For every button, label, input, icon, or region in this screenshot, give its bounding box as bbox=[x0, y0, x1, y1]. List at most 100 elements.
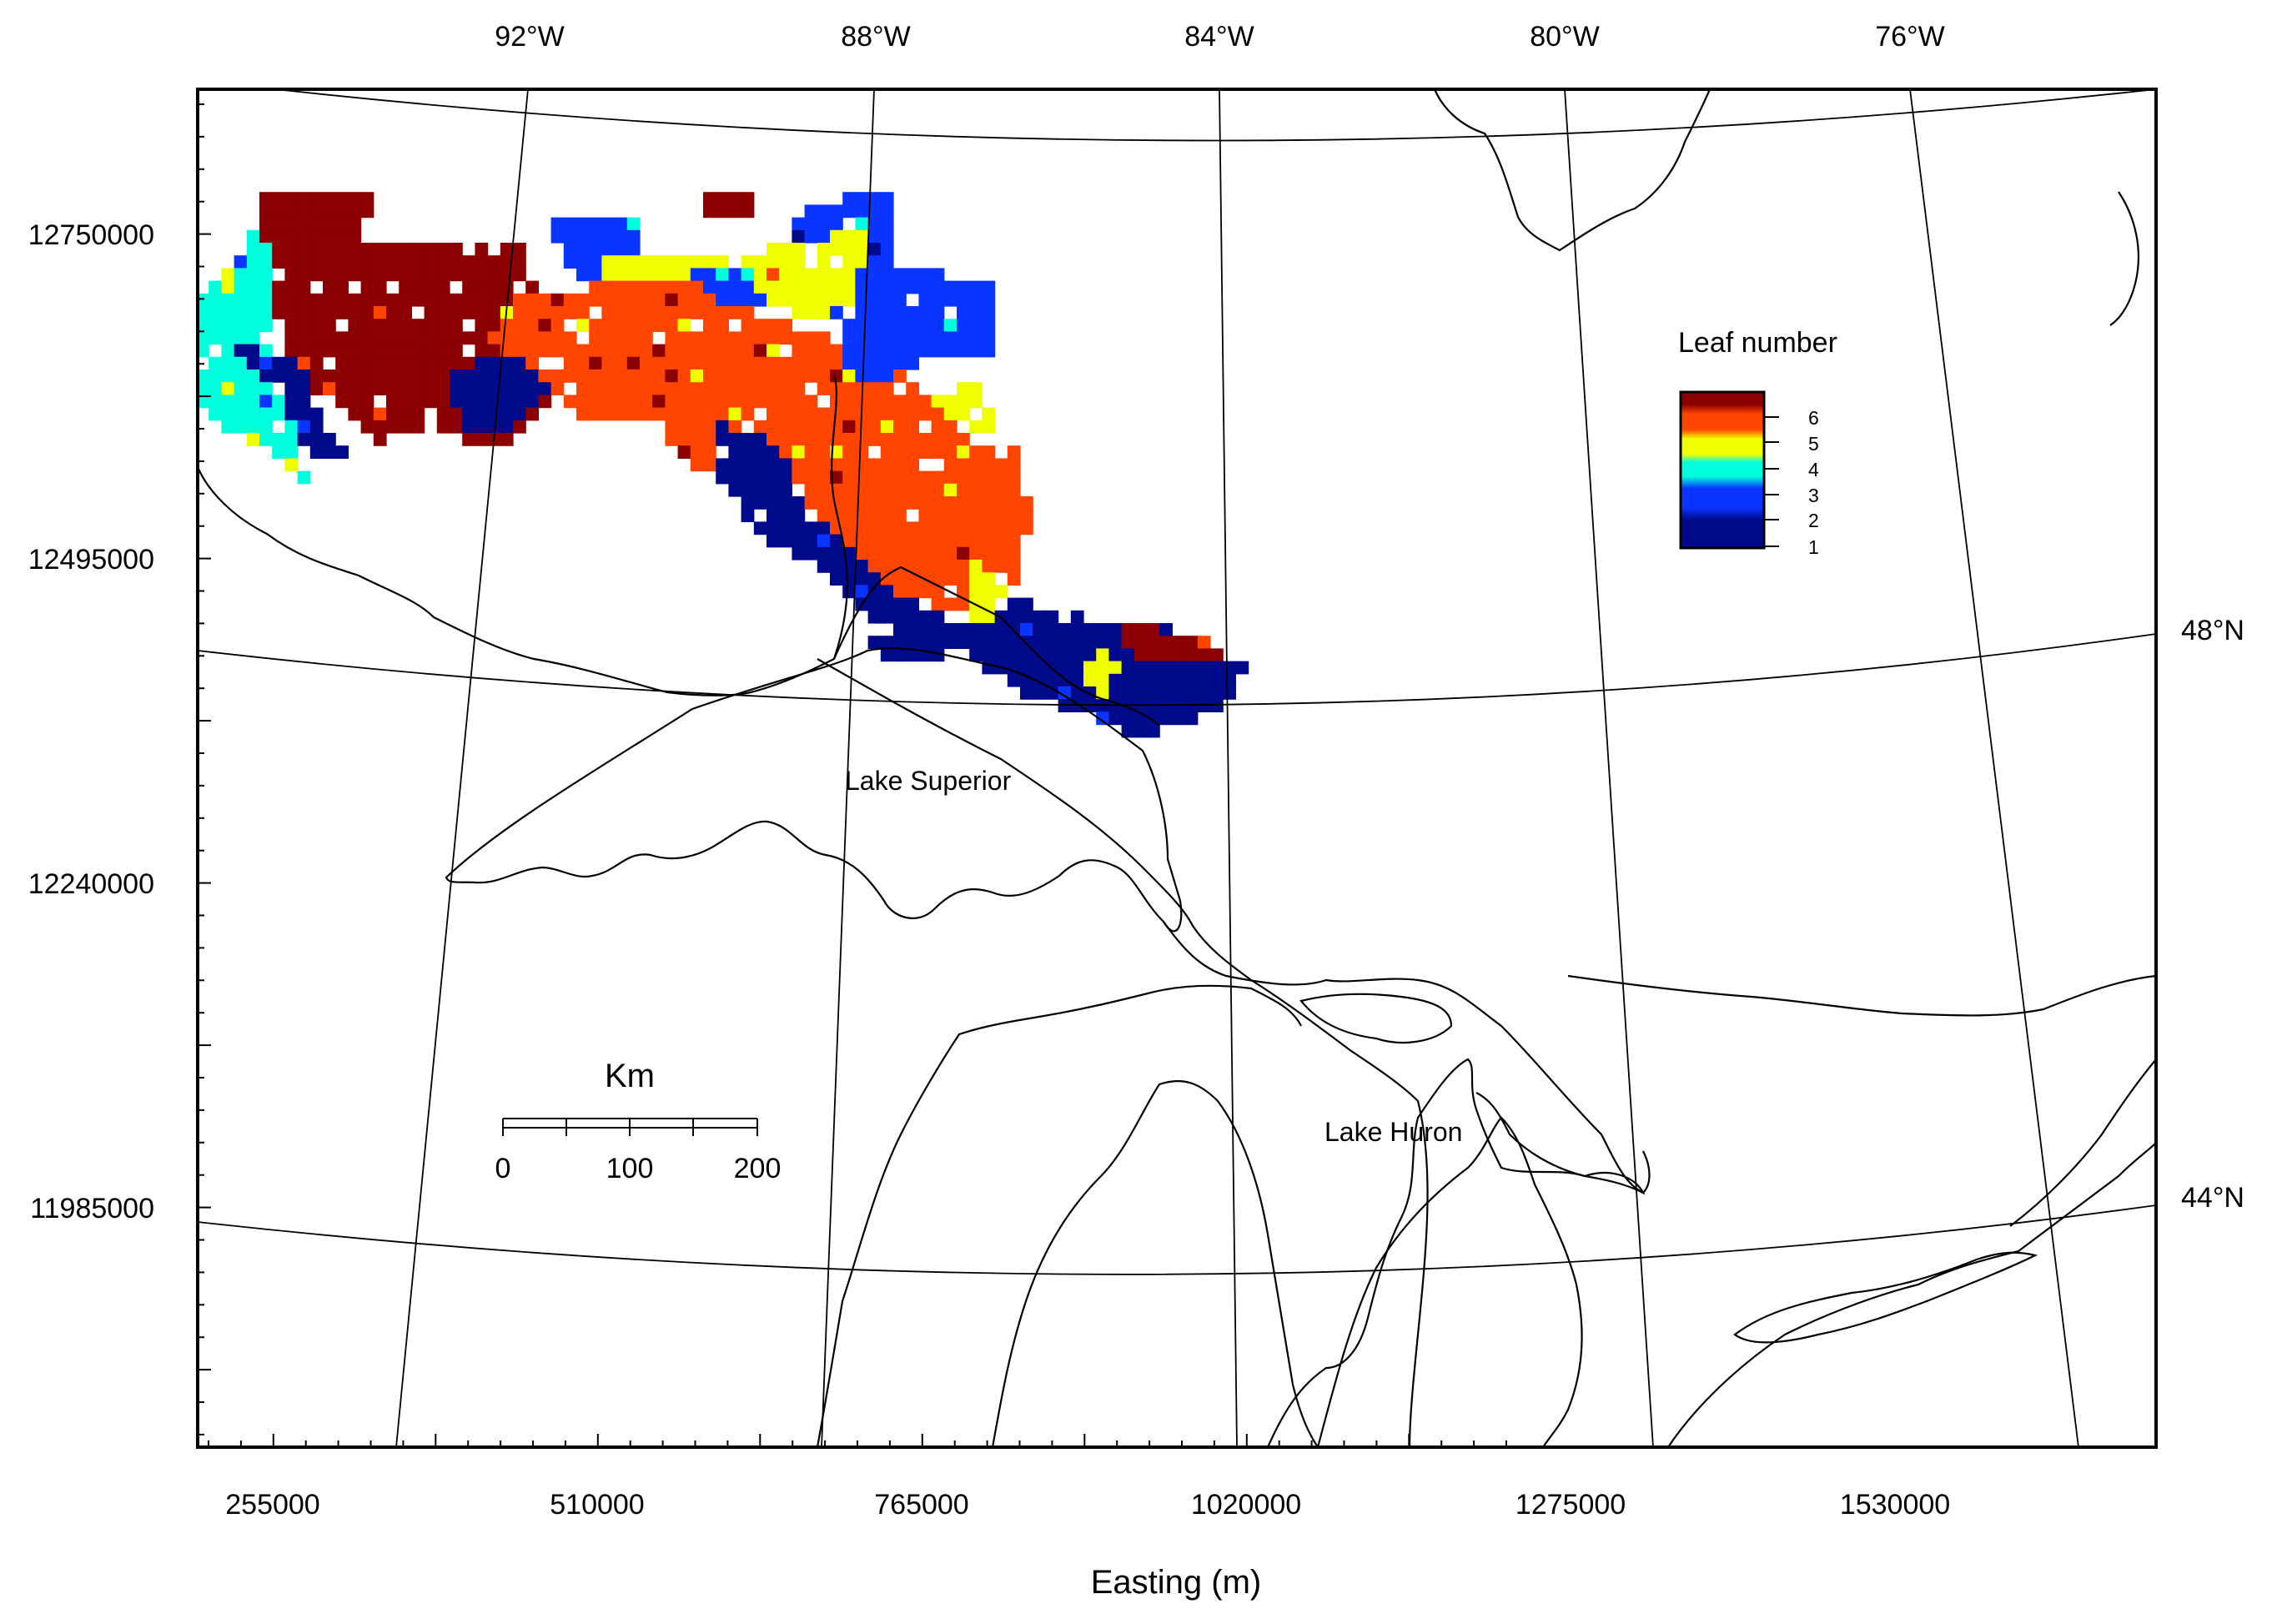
raster-cell bbox=[323, 445, 336, 459]
raster-cell bbox=[957, 458, 970, 472]
raster-cell bbox=[487, 331, 501, 345]
raster-cell bbox=[450, 344, 463, 358]
raster-cell bbox=[450, 420, 463, 434]
raster-cell bbox=[234, 268, 248, 282]
raster-cell bbox=[1133, 673, 1148, 687]
raster-cell bbox=[665, 344, 679, 358]
raster-cell bbox=[817, 306, 831, 319]
raster-cell bbox=[386, 407, 400, 421]
raster-cell bbox=[246, 280, 260, 294]
raster-cell bbox=[462, 395, 475, 409]
raster-cell bbox=[576, 370, 590, 383]
raster-cell bbox=[918, 546, 932, 561]
raster-cell bbox=[982, 293, 996, 307]
raster-cell bbox=[550, 306, 565, 319]
raster-cell bbox=[221, 370, 235, 383]
raster-cell bbox=[767, 534, 780, 548]
raster-cell bbox=[475, 395, 489, 409]
raster-cell bbox=[867, 229, 882, 244]
raster-cell bbox=[893, 268, 907, 282]
raster-cell bbox=[893, 433, 907, 446]
raster-cell bbox=[931, 521, 945, 535]
raster-cell bbox=[475, 293, 489, 307]
raster-cell bbox=[246, 268, 260, 282]
raster-cell bbox=[525, 331, 539, 345]
raster-cell bbox=[373, 344, 387, 358]
raster-cell bbox=[436, 370, 450, 383]
raster-cell bbox=[360, 382, 374, 395]
raster-cell bbox=[1007, 534, 1021, 548]
raster-cell bbox=[957, 521, 970, 535]
raster-cell bbox=[309, 407, 324, 421]
raster-cell bbox=[728, 306, 742, 319]
latitude-label: 48°N bbox=[2181, 615, 2244, 646]
raster-cell bbox=[690, 445, 704, 459]
raster-cell bbox=[1147, 711, 1160, 726]
raster-cell bbox=[550, 382, 565, 395]
leaf-number-raster bbox=[198, 192, 1249, 738]
raster-cell bbox=[728, 445, 742, 459]
raster-cell bbox=[830, 356, 843, 370]
raster-cell bbox=[475, 433, 489, 446]
raster-cell bbox=[487, 344, 501, 358]
raster-cell bbox=[360, 306, 374, 319]
raster-cell bbox=[411, 382, 425, 395]
raster-cell bbox=[728, 483, 742, 497]
raster-cell bbox=[741, 509, 755, 522]
raster-cell bbox=[716, 370, 729, 383]
raster-cell bbox=[284, 382, 299, 395]
raster-cell bbox=[209, 395, 222, 409]
raster-cell bbox=[969, 306, 983, 319]
raster-cell bbox=[855, 204, 869, 219]
raster-cell bbox=[424, 293, 438, 307]
raster-cell bbox=[994, 521, 1008, 535]
raster-cell bbox=[817, 420, 831, 434]
raster-cell bbox=[982, 509, 996, 522]
raster-cell bbox=[525, 319, 539, 332]
raster-cell bbox=[399, 382, 412, 395]
raster-cell bbox=[867, 293, 882, 307]
raster-cell bbox=[1020, 648, 1033, 662]
raster-cell bbox=[1058, 661, 1072, 675]
raster-cell bbox=[893, 280, 907, 294]
raster-cell bbox=[779, 331, 792, 345]
raster-cell bbox=[943, 395, 958, 409]
raster-cell bbox=[842, 496, 856, 510]
raster-cell bbox=[652, 280, 666, 294]
raster-cell bbox=[943, 407, 958, 421]
raster-cell bbox=[1197, 673, 1211, 687]
raster-cell bbox=[462, 433, 475, 446]
raster-cell bbox=[817, 243, 831, 256]
raster-cell bbox=[880, 496, 894, 510]
raster-cell bbox=[284, 370, 299, 383]
raster-cell bbox=[804, 470, 818, 485]
raster-cell bbox=[767, 356, 780, 370]
raster-cell bbox=[969, 395, 983, 409]
raster-cell bbox=[373, 319, 387, 332]
raster-cell bbox=[424, 370, 438, 383]
raster-cell bbox=[297, 331, 311, 345]
raster-cell bbox=[209, 382, 222, 395]
raster-cell bbox=[943, 458, 958, 472]
raster-cell bbox=[348, 407, 362, 421]
raster-cell bbox=[601, 293, 616, 307]
raster-cell bbox=[450, 243, 463, 256]
raster-cell bbox=[1070, 661, 1084, 675]
lake-ontario-outline bbox=[1733, 1251, 2038, 1344]
legend-level: 3 bbox=[1808, 485, 1819, 506]
raster-cell bbox=[867, 509, 882, 522]
raster-cell bbox=[1159, 661, 1173, 675]
raster-cell bbox=[957, 293, 970, 307]
raster-cell bbox=[994, 496, 1008, 510]
raster-cell bbox=[969, 382, 983, 395]
raster-cell bbox=[1147, 661, 1160, 675]
raster-cell bbox=[893, 407, 907, 421]
raster-cell bbox=[475, 243, 489, 256]
raster-cell bbox=[994, 585, 1008, 599]
raster-cell bbox=[1020, 686, 1033, 700]
raster-cell bbox=[209, 306, 222, 319]
raster-cell bbox=[969, 331, 983, 345]
raster-cell bbox=[867, 534, 882, 548]
raster-cell bbox=[399, 268, 412, 282]
raster-cell bbox=[728, 395, 742, 409]
